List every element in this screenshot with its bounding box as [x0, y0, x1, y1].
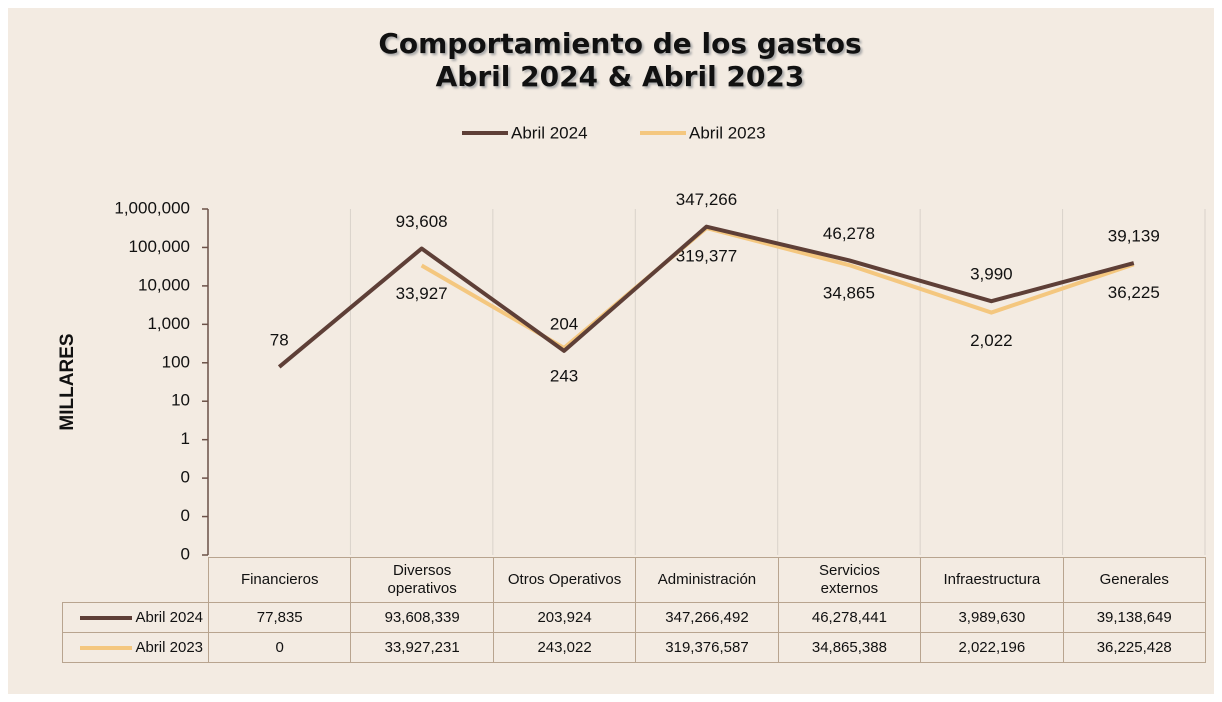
legend-swatch: [80, 646, 133, 651]
legend-label: Abril 2023: [689, 123, 766, 142]
y-tick-label: 0: [181, 544, 190, 563]
table-cell: 33,927,231: [350, 632, 494, 663]
data-label: 34,865: [823, 284, 875, 303]
data-label: 33,927: [396, 284, 448, 303]
legend-label: Abril 2024: [511, 123, 588, 142]
legend-swatch: [80, 616, 133, 621]
y-tick-label: 100: [162, 352, 190, 371]
x-tick-label: Financieros: [207, 557, 352, 603]
table-row-label: Abril 2023: [135, 639, 203, 656]
data-label: 46,278: [823, 224, 875, 243]
chart-subtitle: Abril 2024 & Abril 2023: [436, 60, 805, 93]
x-tick-label: Generales: [1062, 557, 1206, 603]
table-cell: 0: [207, 632, 352, 663]
y-tick-label: 1,000: [147, 314, 190, 333]
y-tick-label: 10: [171, 391, 190, 410]
x-tick-label: Servicios externos: [777, 557, 922, 603]
x-tick-label: Diversos operativos: [350, 557, 494, 603]
data-label: 78: [270, 330, 289, 349]
table-cell: 243,022: [492, 632, 637, 663]
table-corner: [62, 557, 209, 603]
table-cell: 36,225,428: [1062, 632, 1206, 663]
table-row: Abril 2023 0 33,927,231 243,022 319,376,587 3…: [62, 632, 1206, 663]
data-label: 3,990: [970, 265, 1013, 284]
table-cell: 347,266,492: [635, 602, 779, 633]
y-tick-label: 1,000,000: [114, 198, 190, 217]
y-tick-label: 1: [181, 429, 190, 448]
data-table: Financieros Diversos operativos Otros Oper…: [62, 557, 1206, 663]
table-header-row: Financieros Diversos operativos Otros Oper…: [62, 557, 1206, 603]
y-axis-label: MILLARES: [57, 333, 78, 430]
y-tick-label: 100,000: [129, 237, 190, 256]
table-row-label: Abril 2024: [135, 609, 203, 626]
data-label: 204: [550, 314, 578, 333]
table-cell: 2,022,196: [920, 632, 1064, 663]
x-tick-label: Administración: [635, 557, 779, 603]
table-cell: 77,835: [207, 602, 352, 633]
table-row: Abril 2024 77,835 93,608,339 203,924 347,266…: [62, 602, 1206, 633]
data-label: 36,225: [1108, 283, 1160, 302]
data-label: 243: [550, 366, 578, 385]
data-label: 347,266: [676, 190, 737, 209]
data-label: 93,608: [396, 212, 448, 231]
table-row-key: Abril 2024: [62, 602, 209, 633]
table-row-key: Abril 2023: [62, 632, 209, 663]
table-cell: 3,989,630: [920, 602, 1064, 633]
table-cell: 319,376,587: [635, 632, 779, 663]
data-label: 319,377: [676, 247, 737, 266]
x-tick-label: Otros Operativos: [492, 557, 637, 603]
table-cell: 46,278,441: [777, 602, 922, 633]
data-label: 2,022: [970, 331, 1013, 350]
table-cell: 39,138,649: [1062, 602, 1206, 633]
table-cell: 203,924: [492, 602, 637, 633]
y-tick-label: 10,000: [138, 275, 190, 294]
series-line: [277, 224, 1135, 369]
chart-title: Comportamiento de los gastos: [378, 27, 861, 60]
table-cell: 34,865,388: [777, 632, 922, 663]
y-tick-label: 0: [181, 506, 190, 525]
x-tick-label: Infraestructura: [920, 557, 1064, 603]
table-cell: 93,608,339: [350, 602, 494, 633]
y-tick-label: 0: [181, 468, 190, 487]
data-label: 39,139: [1108, 227, 1160, 246]
